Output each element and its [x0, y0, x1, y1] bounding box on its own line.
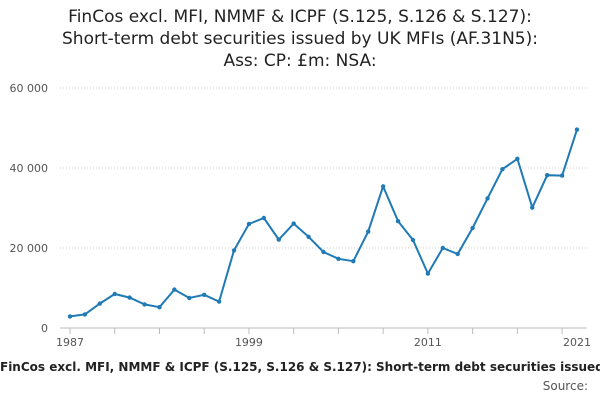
- data-point[interactable]: [321, 249, 326, 255]
- y-tick-label: 40 000: [10, 162, 49, 175]
- data-point[interactable]: [231, 248, 237, 253]
- data-point[interactable]: [500, 167, 505, 172]
- source-label: Source:: [542, 379, 588, 393]
- data-point[interactable]: [97, 301, 103, 306]
- x-tick-label: 2011: [414, 336, 442, 349]
- data-point[interactable]: [291, 221, 296, 226]
- data-point[interactable]: [82, 312, 88, 317]
- data-point[interactable]: [127, 295, 132, 300]
- data-point[interactable]: [67, 314, 73, 319]
- data-point[interactable]: [395, 219, 401, 224]
- data-point[interactable]: [336, 256, 341, 261]
- data-point[interactable]: [306, 234, 311, 239]
- data-point[interactable]: [142, 302, 147, 307]
- data-point[interactable]: [530, 205, 535, 210]
- data-point[interactable]: [366, 229, 371, 234]
- data-point[interactable]: [202, 292, 207, 297]
- data-point[interactable]: [112, 291, 117, 297]
- series-points: [67, 127, 580, 319]
- data-point[interactable]: [276, 237, 281, 242]
- data-point[interactable]: [216, 299, 222, 304]
- series-line: [69, 129, 578, 318]
- data-point[interactable]: [455, 251, 460, 257]
- x-axis-label-text: FinCos excl. MFI, NMMF & ICPF (S.125, S.…: [0, 360, 600, 374]
- x-tick-label: 1999: [235, 336, 263, 349]
- data-point[interactable]: [261, 215, 267, 221]
- data-point[interactable]: [574, 127, 580, 132]
- data-point[interactable]: [485, 196, 490, 201]
- data-point[interactable]: [157, 305, 162, 310]
- x-axis-ticks: 1987 1999 2011 2021: [56, 328, 591, 349]
- y-axis-ticks: 0 20 000 40 000 60 000: [10, 82, 49, 335]
- data-point[interactable]: [425, 271, 431, 276]
- chart-title: FinCos excl. MFI, NMMF & ICPF (S.125, S.…: [0, 6, 600, 72]
- data-point[interactable]: [470, 225, 475, 231]
- y-tick-label: 60 000: [10, 82, 49, 95]
- data-point[interactable]: [559, 173, 565, 178]
- data-point[interactable]: [515, 156, 520, 161]
- data-point[interactable]: [187, 295, 192, 301]
- data-point[interactable]: [410, 237, 416, 243]
- x-tick-label: 2021: [563, 336, 591, 349]
- x-axis-label: FinCos excl. MFI, NMMF & ICPF (S.125, S.…: [0, 360, 600, 380]
- data-point[interactable]: [246, 221, 252, 227]
- data-point[interactable]: [351, 259, 356, 264]
- y-tick-label: 0: [41, 322, 48, 335]
- chart-title-line-2: Short-term debt securities issued by UK …: [62, 29, 538, 49]
- chart-title-line-3: Ass: CP: £m: NSA:: [223, 51, 377, 71]
- data-point[interactable]: [544, 173, 550, 178]
- data-point[interactable]: [172, 287, 177, 292]
- data-point[interactable]: [380, 184, 386, 189]
- chart-title-line-1: FinCos excl. MFI, NMMF & ICPF (S.125, S.…: [68, 7, 532, 27]
- x-tick-label: 1987: [56, 336, 84, 349]
- data-point[interactable]: [440, 245, 445, 251]
- y-tick-label: 20 000: [10, 242, 49, 255]
- gridlines: [60, 87, 587, 249]
